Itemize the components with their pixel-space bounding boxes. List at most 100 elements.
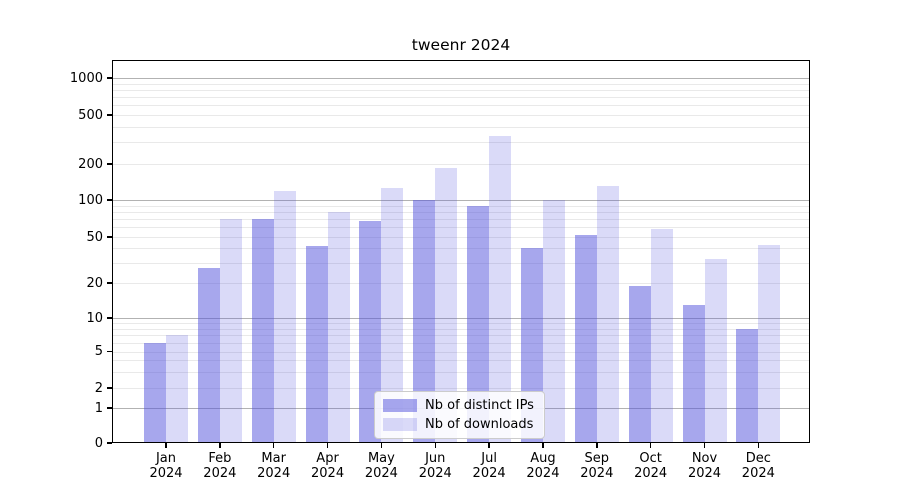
x-tick-mark-may — [380, 443, 383, 448]
legend-label-downloads: Nb of downloads — [425, 417, 534, 432]
gridline-4 — [112, 360, 810, 362]
y-tick-mark-200 — [107, 163, 112, 165]
bar-distinct-ips-oct — [628, 285, 651, 443]
gridline-90 — [112, 205, 810, 207]
y-tick-label-500: 500 — [78, 107, 103, 123]
x-tick-label-nov: Nov 2024 — [687, 451, 722, 481]
legend-swatch-distinct-ips — [383, 399, 417, 412]
bar-distinct-ips-apr — [305, 245, 328, 443]
gridline-900 — [112, 83, 810, 85]
gridline-10 — [112, 318, 810, 319]
legend-swatch-downloads — [383, 418, 417, 431]
x-tick-mark-mar — [272, 443, 275, 448]
y-tick-label-2: 2 — [94, 380, 103, 396]
y-tick-label-50: 50 — [86, 229, 103, 245]
x-tick-label-oct: Oct 2024 — [634, 451, 668, 481]
x-tick-mark-dec — [757, 443, 760, 448]
bar-distinct-ips-mar — [251, 219, 274, 443]
x-tick-label-feb: Feb 2024 — [203, 451, 237, 481]
gridline-500 — [112, 115, 810, 116]
x-tick-mark-aug — [542, 443, 544, 448]
gridline-3 — [112, 371, 810, 373]
x-tick-label-jul: Jul 2024 — [472, 451, 506, 481]
x-tick-label-aug: Aug 2024 — [526, 451, 560, 481]
y-tick-mark-0 — [107, 442, 112, 444]
bar-downloads-feb — [219, 219, 242, 443]
gridline-300 — [112, 142, 810, 144]
gridline-700 — [112, 97, 810, 99]
x-tick-mark-nov — [703, 443, 706, 448]
gridline-9 — [112, 323, 810, 325]
legend: Nb of distinct IPs Nb of downloads — [374, 391, 545, 439]
bar-downloads-dec — [758, 244, 781, 443]
y-tick-mark-5 — [107, 350, 112, 353]
gridline-800 — [112, 89, 810, 91]
gridline-7 — [112, 335, 810, 337]
gridline-40 — [112, 248, 810, 250]
gridline-1000 — [112, 78, 810, 79]
y-tick-mark-2 — [107, 387, 112, 389]
y-tick-label-100: 100 — [78, 192, 103, 208]
gridline-70 — [112, 219, 810, 221]
y-tick-mark-1000 — [107, 77, 112, 79]
gridline-2 — [112, 388, 810, 389]
x-tick-mark-jul — [488, 443, 490, 448]
y-tick-label-10: 10 — [86, 310, 103, 326]
gridline-200 — [112, 164, 810, 165]
y-tick-label-0: 0 — [94, 435, 103, 451]
x-tick-mark-jun — [434, 443, 436, 448]
bar-downloads-jan — [166, 335, 188, 443]
bar-downloads-aug — [542, 200, 565, 443]
x-tick-mark-apr — [326, 443, 329, 448]
y-tick-label-1000: 1000 — [69, 70, 103, 86]
y-tick-mark-50 — [107, 236, 112, 238]
gridline-5 — [112, 351, 810, 353]
bar-distinct-ips-jul — [467, 205, 490, 443]
x-tick-label-sep: Sep 2024 — [580, 451, 614, 481]
bar-downloads-jun — [435, 168, 458, 443]
gridline-6 — [112, 342, 810, 344]
gridline-60 — [112, 227, 810, 229]
x-tick-label-apr: Apr 2024 — [311, 451, 345, 481]
gridline-30 — [112, 262, 810, 264]
bar-downloads-sep — [596, 186, 619, 443]
bar-downloads-nov — [704, 259, 727, 443]
bar-downloads-may — [381, 188, 404, 443]
gridline-20 — [112, 283, 810, 284]
gridline-100 — [112, 200, 810, 201]
legend-label-distinct-ips: Nb of distinct IPs — [425, 398, 534, 413]
gridline-8 — [112, 328, 810, 330]
y-tick-mark-20 — [107, 282, 112, 284]
bar-distinct-ips-dec — [736, 328, 759, 443]
bar-downloads-jul — [489, 135, 512, 443]
x-tick-mark-feb — [219, 443, 221, 448]
bar-distinct-ips-jun — [413, 200, 436, 443]
y-tick-mark-500 — [107, 114, 112, 116]
bar-distinct-ips-nov — [682, 304, 705, 443]
bar-downloads-apr — [327, 211, 350, 443]
x-tick-mark-sep — [596, 443, 598, 448]
x-tick-mark-oct — [649, 443, 652, 448]
x-tick-label-may: May 2024 — [364, 451, 398, 481]
plot-area — [112, 60, 810, 443]
gridline-80 — [112, 211, 810, 213]
x-tick-label-mar: Mar 2024 — [257, 451, 291, 481]
gridline-50 — [112, 237, 810, 238]
y-tick-label-5: 5 — [94, 344, 103, 359]
bar-distinct-ips-may — [359, 221, 382, 443]
x-tick-label-jun: Jun 2024 — [418, 451, 452, 481]
bar-distinct-ips-sep — [574, 234, 597, 443]
legend-item-downloads: Nb of downloads — [383, 417, 534, 432]
y-tick-mark-10 — [107, 317, 112, 319]
gridline-400 — [112, 126, 810, 128]
bar-distinct-ips-jan — [144, 342, 166, 443]
bar-downloads-oct — [650, 229, 673, 443]
gridline-600 — [112, 105, 810, 107]
y-tick-label-200: 200 — [78, 156, 103, 172]
y-tick-label-20: 20 — [86, 275, 103, 291]
x-tick-label-jan: Jan 2024 — [149, 451, 183, 481]
y-tick-mark-1 — [107, 407, 112, 409]
legend-item-distinct-ips: Nb of distinct IPs — [383, 398, 534, 413]
bar-downloads-mar — [273, 190, 296, 443]
